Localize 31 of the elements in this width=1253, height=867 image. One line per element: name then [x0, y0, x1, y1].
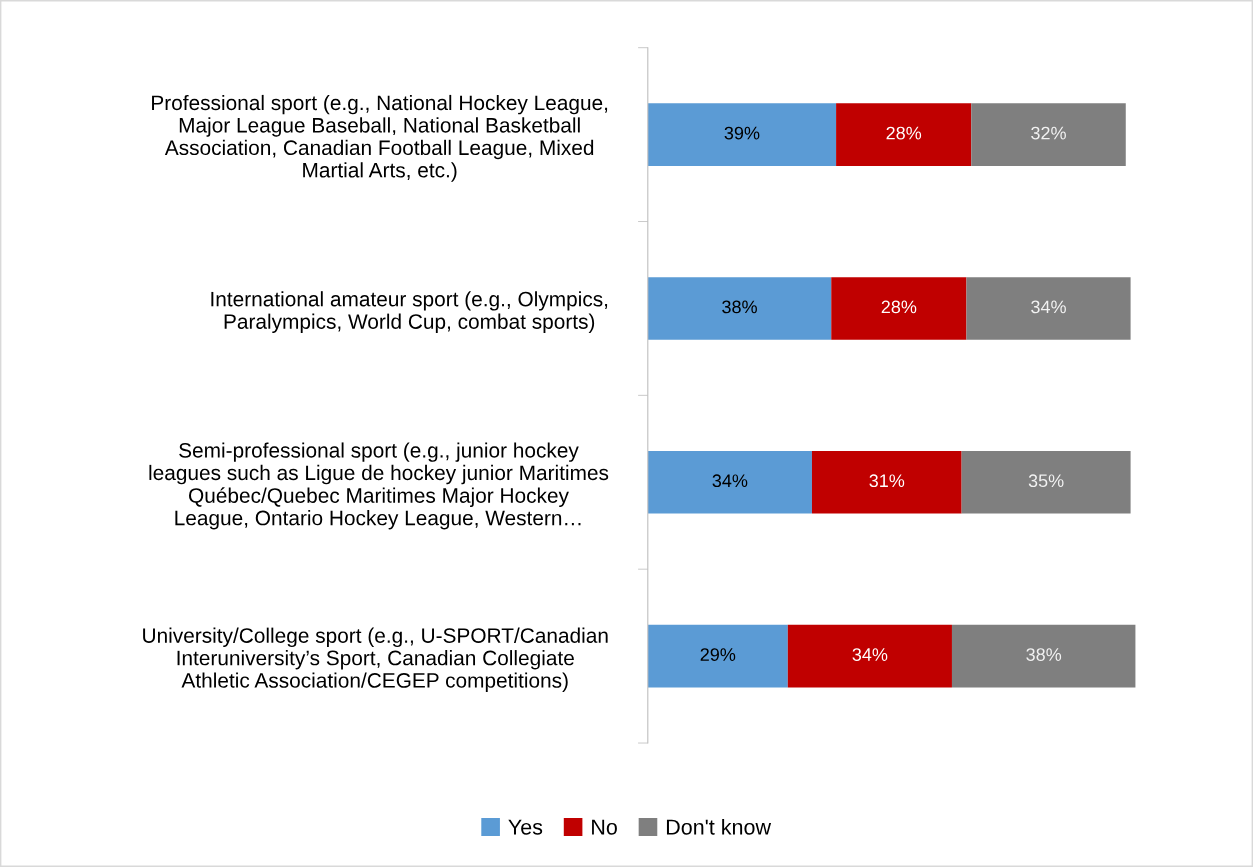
legend-label: Don't know — [666, 818, 772, 835]
y-tick-label: Semi-professional sport (e.g., junior hockey leagues such as Ligue de hockey junior Maritimes Québec/Quebec Maritimes Major Hockey League, Ontario Hockey League, Western… — [149, 442, 609, 530]
data-label: 28% — [886, 126, 922, 140]
bar — [961, 450, 1131, 514]
data-label: 39% — [724, 126, 760, 140]
bar — [836, 103, 972, 166]
bar — [951, 624, 1136, 688]
data-label: 31% — [869, 474, 905, 488]
data-label: 32% — [1031, 126, 1066, 140]
data-label: 38% — [722, 300, 757, 314]
y-tick-label: Professional sport (e.g., National Hockey League, Major League Baseball, National Basketball Association, Canadian Football League, Mixed Martial Arts, etc.) — [152, 94, 608, 182]
bar — [647, 450, 812, 514]
data-label: 29% — [700, 648, 736, 661]
bar — [647, 103, 837, 166]
y-tick-label: International amateur sport (e.g., Olympics, Paralympics, World Cup, combat sports) — [211, 291, 608, 334]
data-label: 38% — [1026, 648, 1062, 661]
data-label: 34% — [852, 648, 888, 661]
y-tick-label: University/College sport (e.g., U-SPORT/Canadian Interuniversity’s Sport, Canadian Collegiate Athletic Association/CEGEP competitions) — [143, 627, 608, 692]
data-label: 34% — [1031, 300, 1066, 314]
bar — [971, 103, 1126, 166]
data-label: 34% — [712, 474, 748, 488]
data-label: 35% — [1028, 474, 1064, 488]
data-label: 28% — [881, 300, 917, 314]
bar — [966, 277, 1131, 340]
bar — [811, 450, 962, 514]
bar — [647, 277, 832, 340]
legend-label: Yes — [508, 819, 543, 835]
bar — [831, 277, 967, 340]
bar — [647, 624, 788, 688]
bar — [787, 624, 952, 688]
legend-label: No — [592, 819, 617, 835]
